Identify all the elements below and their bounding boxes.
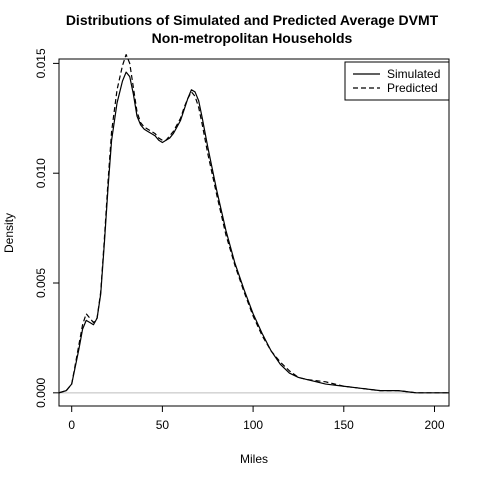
plot-area [58, 54, 450, 407]
x-tick-label: 50 [156, 418, 170, 432]
x-tick-label: 100 [243, 418, 263, 432]
series-layer [58, 54, 449, 394]
x-tick-label: 0 [68, 418, 75, 432]
legend-box [344, 61, 450, 101]
y-tick-label: 0.000 [34, 377, 48, 407]
chart-subtitle: Non-metropolitan Households [152, 30, 353, 46]
y-tick-label: 0.010 [34, 158, 48, 188]
y-axis: 0.000 0.005 0.010 0.015 [34, 48, 59, 408]
x-tick-label: 150 [334, 418, 354, 432]
x-axis-label: Miles [240, 452, 268, 466]
legend: Simulated Predicted [344, 61, 450, 101]
plot-frame [58, 58, 450, 407]
x-axis: 0 50 100 150 200 [68, 406, 445, 432]
y-axis-label: Density [2, 213, 16, 253]
x-tick-label: 200 [424, 418, 444, 432]
legend-label-predicted: Predicted [387, 81, 438, 95]
legend-label-simulated: Simulated [387, 67, 440, 81]
y-tick-label: 0.015 [34, 48, 48, 78]
y-tick-label: 0.005 [34, 268, 48, 298]
series-line-predicted [58, 54, 449, 394]
series-line-simulated [58, 71, 449, 394]
chart-title: Distributions of Simulated and Predicted… [66, 12, 439, 28]
